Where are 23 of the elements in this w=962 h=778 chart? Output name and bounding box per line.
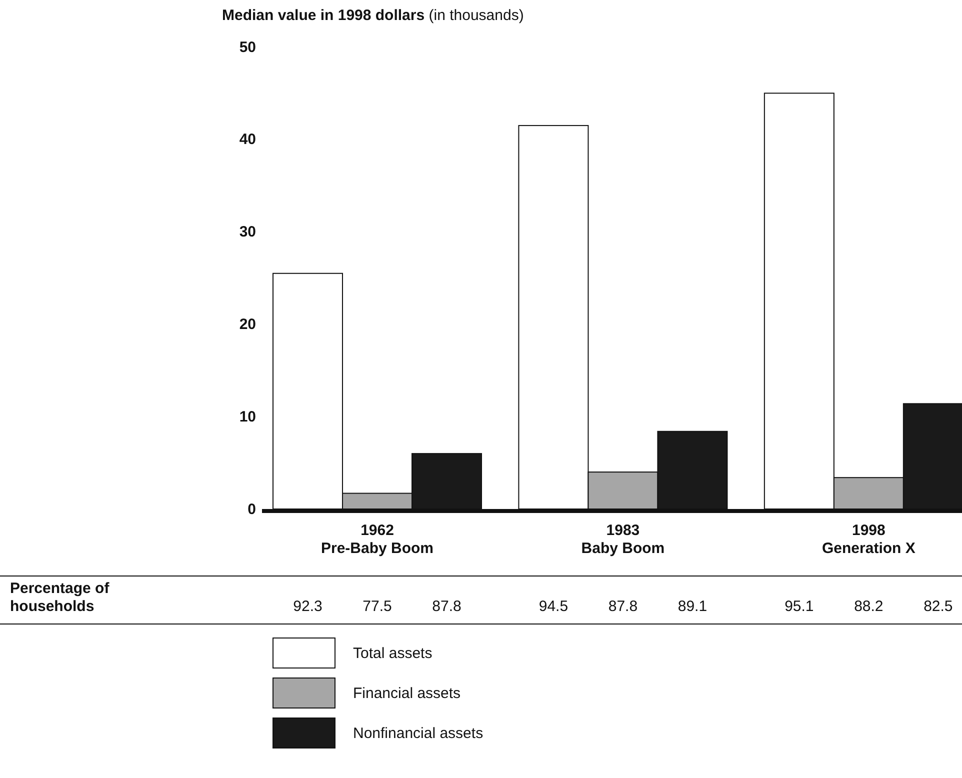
text: 94.5	[538, 598, 568, 615]
y-tick-label: 20	[239, 316, 256, 333]
x-tick-label: 1983 Baby Boom	[581, 522, 665, 557]
legend-label: Nonfinancial assets	[353, 725, 484, 742]
text: 95.1	[784, 598, 814, 615]
y-tick-label: 10	[239, 408, 256, 426]
text: 92.3	[293, 598, 322, 615]
text: Percentage of households	[10, 580, 110, 615]
y-tick-label: 40	[239, 131, 256, 148]
x-tick-label: 1962 Pre-Baby Boom	[320, 522, 434, 557]
text: 89.1	[678, 598, 708, 615]
y-tick-label: 30	[239, 224, 256, 241]
text: 87.8	[432, 598, 462, 615]
y-tick-label: 0	[248, 500, 256, 518]
text: 82.5	[924, 598, 953, 615]
y-tick-label: 50	[239, 38, 256, 56]
legend-label: Financial assets	[353, 685, 461, 702]
text: 87.8	[608, 598, 638, 615]
text: 88.2	[854, 598, 884, 615]
text: 77.5	[362, 598, 392, 615]
x-tick-label: 1998 Generation X	[822, 522, 916, 557]
y-axis-title: Median value in 1998 dollars (in thousands)	[222, 7, 524, 24]
legend-label: Total assets	[353, 645, 432, 662]
